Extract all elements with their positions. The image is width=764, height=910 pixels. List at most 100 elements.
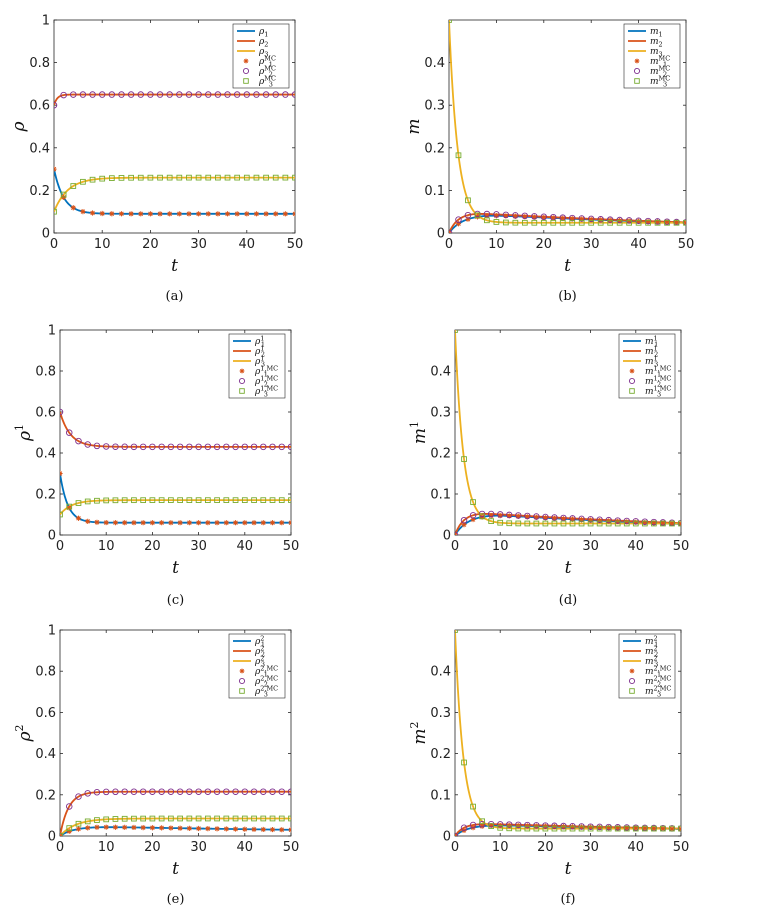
marker-circle	[515, 512, 522, 519]
legend-label-6: m2,MC 3	[645, 685, 671, 699]
legend-marker-star	[239, 668, 245, 674]
y-tick-label: 0.2	[430, 447, 451, 462]
marker-square	[614, 520, 621, 527]
marker-star	[282, 211, 288, 217]
y-tick-label: 1	[42, 14, 50, 29]
marker-square	[533, 825, 540, 832]
legend-label-3: ρ3	[258, 47, 268, 59]
x-tick-label: 10	[492, 539, 509, 554]
marker-circle	[232, 788, 239, 795]
marker-circle	[241, 788, 249, 795]
series-line-2	[54, 93, 295, 106]
marker-square	[569, 825, 576, 832]
marker-circle	[167, 443, 175, 451]
marker-star	[131, 520, 137, 526]
marker-circle	[233, 91, 241, 98]
marker-square	[641, 520, 648, 527]
marker-star	[484, 213, 490, 219]
marker-square	[524, 825, 531, 832]
marker-circle	[149, 443, 156, 451]
x-tick-label: 40	[239, 237, 256, 252]
marker-square	[186, 174, 192, 181]
marker-circle	[185, 91, 193, 98]
legend: ρ1 1ρ1 2ρ1 3ρ1,MC 1ρ1,MC 2ρ1,MC 3	[228, 333, 286, 399]
series-line-3	[60, 499, 291, 516]
legend-label-4: ρ2,MC 1	[254, 665, 278, 679]
marker-circle	[460, 824, 468, 832]
y-tick-label: 0.2	[35, 788, 56, 803]
marker-circle	[139, 788, 147, 795]
legend-marker-circle	[242, 67, 250, 75]
marker-circle	[606, 216, 614, 223]
marker-star	[669, 826, 675, 832]
marker-square	[524, 520, 531, 527]
panel-caption: (b)	[558, 289, 576, 304]
marker-square	[269, 815, 276, 822]
marker-square	[99, 175, 106, 182]
marker-square	[260, 815, 267, 822]
marker-square	[66, 503, 73, 510]
y-tick-label: 0.8	[29, 56, 50, 71]
marker-circle	[93, 789, 101, 796]
marker-star	[642, 519, 648, 526]
y-tick-label: 0.2	[35, 488, 56, 503]
marker-square	[560, 520, 567, 527]
marker-star	[242, 826, 248, 832]
marker-circle	[262, 91, 270, 98]
marker-square	[614, 825, 621, 832]
panel-caption: (a)	[166, 289, 184, 304]
marker-circle	[65, 429, 73, 436]
legend-marker-star	[634, 58, 640, 64]
y-tick-label: 0	[48, 830, 56, 845]
marker-square	[623, 825, 630, 832]
marker-circle	[551, 514, 558, 521]
y-tick-label: 0.2	[424, 141, 445, 156]
marker-circle	[166, 91, 173, 98]
legend-label-2: m2 2	[645, 645, 658, 659]
marker-circle	[505, 511, 513, 519]
marker-star	[251, 520, 257, 526]
marker-star	[588, 517, 594, 523]
marker-star	[642, 825, 648, 831]
marker-star	[186, 520, 192, 526]
marker-square	[89, 176, 96, 183]
marker-square	[569, 520, 576, 527]
marker-circle	[455, 216, 462, 223]
marker-circle	[137, 91, 145, 98]
marker-square	[596, 520, 603, 527]
marker-square	[149, 497, 156, 504]
legend-marker-square	[239, 388, 245, 394]
marker-star	[560, 215, 566, 221]
marker-square	[587, 825, 594, 832]
marker-star	[497, 513, 503, 519]
marker-circle	[204, 91, 212, 98]
legend-label-6: ρ2,MC 3	[254, 685, 278, 699]
x-axis-label: t	[565, 859, 572, 879]
x-tick-label: 20	[144, 840, 161, 855]
y-tick-label: 0.2	[29, 184, 50, 199]
marker-circle	[278, 788, 286, 795]
marker-circle	[524, 512, 531, 520]
marker-square	[626, 219, 632, 226]
y-tick-label: 0.1	[430, 488, 451, 503]
marker-circle	[282, 91, 289, 98]
legend-label-1: m1 1	[645, 335, 658, 349]
marker-star	[168, 825, 174, 831]
marker-square	[168, 815, 174, 822]
x-tick-label: 0	[56, 539, 64, 554]
marker-circle	[102, 788, 110, 796]
series-markers-3	[60, 815, 291, 836]
marker-star	[560, 516, 567, 522]
marker-star	[214, 826, 220, 832]
marker-square	[177, 815, 183, 822]
marker-circle	[127, 91, 135, 98]
marker-circle	[158, 788, 165, 795]
marker-square	[641, 825, 648, 832]
marker-star	[551, 515, 558, 521]
marker-square	[214, 497, 220, 504]
y-tick-label: 0	[42, 227, 50, 242]
x-tick-label: 10	[488, 237, 505, 252]
marker-star	[118, 211, 125, 217]
marker-square	[542, 520, 549, 527]
